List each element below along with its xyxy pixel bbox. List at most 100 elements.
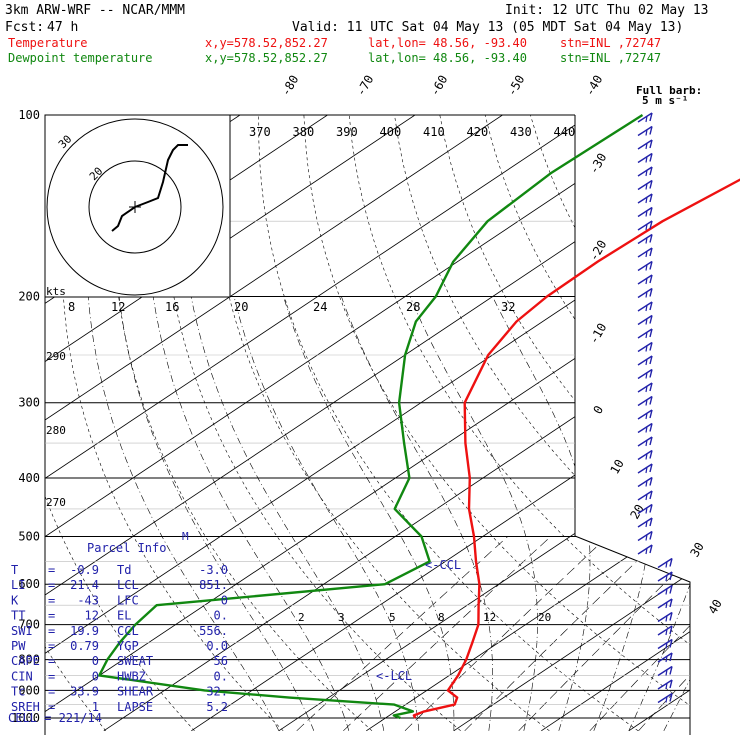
wind-barb-flag xyxy=(649,220,653,230)
isotherm-label: 20 xyxy=(627,502,646,522)
parcel-label: PW xyxy=(11,639,26,653)
wind-barb-flag xyxy=(645,318,648,325)
wind-barb-flag xyxy=(649,112,653,122)
wind-barb-flag xyxy=(649,328,653,338)
wind-barb-staff xyxy=(637,476,653,488)
dry-adiabat-line xyxy=(303,115,690,732)
parcel-value: 19.9 xyxy=(70,624,99,638)
moist-adiabat-line xyxy=(152,296,350,731)
wind-barb-flag xyxy=(645,183,648,190)
pressure-tick-label: 100 xyxy=(18,108,40,122)
theta-e-labels: 370 380 390 400 410 420 430 440 xyxy=(249,125,575,139)
parcel-label: SWEAT xyxy=(117,654,153,668)
upper-mixing-ratio-label: 28 xyxy=(406,300,420,314)
isotherm-line xyxy=(628,115,690,732)
mixing-ratio-line xyxy=(638,536,690,732)
wind-barb-flag xyxy=(645,534,648,541)
wind-barb-staff xyxy=(637,490,653,501)
parcel-info-title: Parcel Info xyxy=(87,541,166,555)
parcel-value: 0 xyxy=(92,654,99,668)
wind-barb-staff xyxy=(637,503,653,515)
moist-adiabat-line xyxy=(233,296,420,731)
isotherm-line xyxy=(45,115,416,732)
isotherm-label: 40 xyxy=(705,597,724,617)
wind-barb-flag xyxy=(669,625,673,635)
wind-barb-flag xyxy=(649,274,653,284)
wind-barb-flag xyxy=(649,423,653,432)
isotherm-line xyxy=(45,115,690,732)
wind-barb-flag xyxy=(645,439,648,447)
profile-curves xyxy=(98,113,740,720)
parcel-label: LFC xyxy=(117,593,139,607)
wind-barb-flag xyxy=(665,574,668,582)
wind-barb-staff xyxy=(657,665,673,677)
wind-barb-flag xyxy=(649,544,653,554)
wind-barb-flag xyxy=(645,385,648,393)
wind-barb-flag xyxy=(645,426,648,433)
plot-right-edge xyxy=(574,115,691,735)
hodograph-trace xyxy=(111,144,188,232)
parcel-label: LAPSE xyxy=(117,700,153,714)
wind-barb-flag xyxy=(645,129,648,136)
theta-labels: 290 280 270 xyxy=(46,350,66,509)
pressure-tick-label: 700 xyxy=(18,618,40,632)
wind-barb-flag xyxy=(669,666,673,675)
wind-barb-flag xyxy=(649,436,653,446)
wind-barb-flag xyxy=(649,504,653,513)
wind-barb-staff xyxy=(637,112,653,123)
wind-barb-flag xyxy=(645,547,648,555)
parcel-label: EL xyxy=(117,609,131,623)
wind-barb-staff xyxy=(637,287,653,299)
wind-barb-flag xyxy=(665,588,668,595)
hodograph-ring-outer xyxy=(46,118,224,296)
wind-barb-staff xyxy=(637,341,653,353)
parcel-value: 1 xyxy=(92,700,99,714)
theta-label: 280 xyxy=(46,424,66,437)
mixing-ratio-labels: 8 12 16 20 24 28 32 2 3 5 8 12 20 xyxy=(68,300,551,624)
legend-temperature: Temperature xyxy=(8,36,87,50)
parcel-equals: = xyxy=(48,563,55,577)
wind-barb-staff xyxy=(657,625,673,636)
wind-barb-staff xyxy=(637,517,653,528)
forecast-hour: 47 h xyxy=(47,20,78,35)
wind-barb-flag xyxy=(645,345,648,352)
hodograph-ring-inner xyxy=(88,160,182,254)
wind-barb-flag xyxy=(645,291,648,298)
wind-barb-flag xyxy=(645,223,648,231)
isotherm-line xyxy=(45,115,690,732)
isotherm-label: -50 xyxy=(504,73,527,99)
parcel-value: 0. xyxy=(214,609,228,623)
parcel-equals: = xyxy=(48,685,55,699)
wind-barb-flag xyxy=(645,520,648,528)
barb-legend-title: Full barb: xyxy=(636,84,702,97)
wind-barb-flag xyxy=(665,628,668,636)
wind-barb-staff xyxy=(637,328,653,339)
wind-barb-staff xyxy=(637,368,653,380)
parcel-value: 21.4 xyxy=(70,578,99,592)
isotherm-line xyxy=(45,115,591,732)
parcel-cell: CELL = 221/14 xyxy=(8,711,102,725)
parcel-label: SWI xyxy=(11,624,33,638)
wind-barb-flag xyxy=(665,682,668,690)
wind-barb-flag xyxy=(645,507,648,514)
wind-barb-flag xyxy=(649,382,653,392)
parcel-value: 556. xyxy=(199,624,228,638)
temperature-xy: x,y=578.52,852.27 xyxy=(205,36,328,50)
wind-barb-flag xyxy=(669,612,673,621)
isotherm-line xyxy=(541,115,690,732)
dry-adiabat-line xyxy=(211,115,550,732)
forecast-label: Fcst: xyxy=(5,20,44,35)
temperature-latlon: lat,lon= 48.56, -93.40 xyxy=(368,36,527,50)
dry-adiabat-line xyxy=(575,115,690,732)
pressure-tick-label: 300 xyxy=(18,396,40,410)
wind-barb-flag xyxy=(665,615,668,622)
upper-mixing-ratio-label: 32 xyxy=(501,300,515,314)
pressure-tick-label: 800 xyxy=(18,653,40,667)
wind-barb-flag xyxy=(649,450,653,459)
wind-barb-staff xyxy=(637,409,653,420)
parcel-info-panel: Parcel Info T = -0.9 Td -3.0 LI = 21.4 LCL 851. K =… xyxy=(11,541,228,714)
wind-barb-flag xyxy=(649,517,653,527)
lower-mixing-ratio-label: 20 xyxy=(538,611,551,624)
wind-barb-staff xyxy=(657,652,673,663)
